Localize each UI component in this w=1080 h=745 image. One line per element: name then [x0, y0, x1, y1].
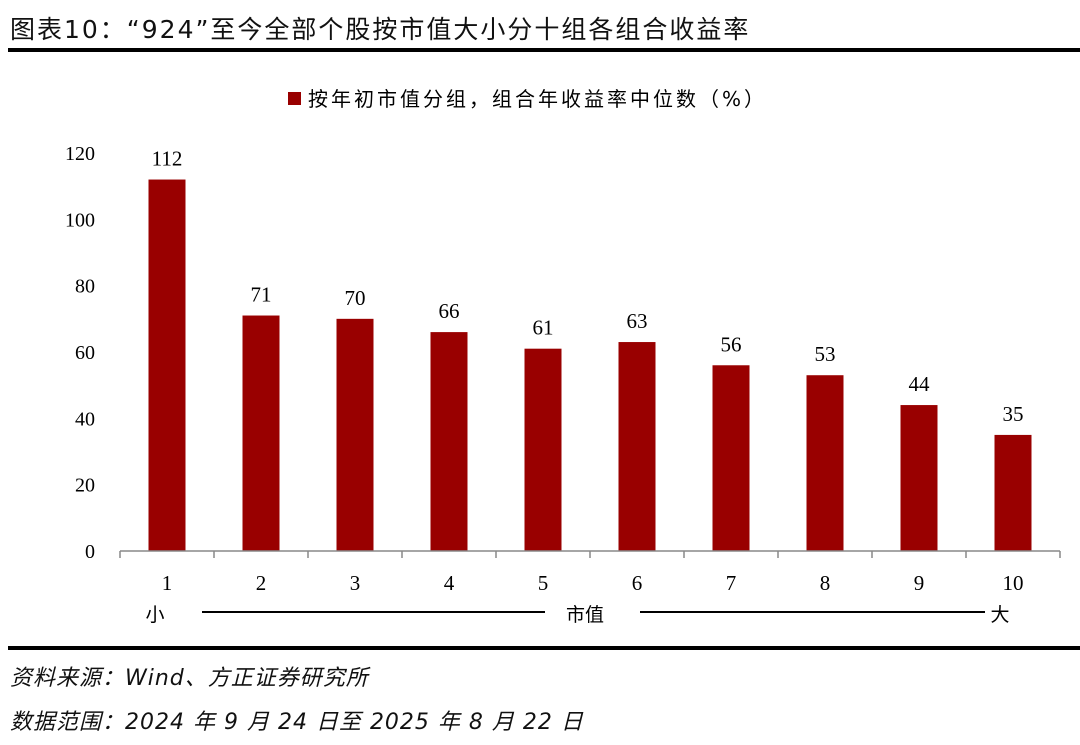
footer-rule — [8, 646, 1080, 650]
bar — [900, 405, 938, 551]
data-label: 112 — [152, 147, 183, 171]
x-tick-label: 10 — [1003, 571, 1024, 595]
market-cap-label: 市值 — [566, 604, 604, 626]
bar — [242, 315, 280, 551]
y-tick-label: 20 — [75, 475, 95, 497]
bar — [618, 342, 656, 551]
bar — [712, 365, 750, 551]
data-label: 35 — [1003, 402, 1024, 426]
x-tick-label: 8 — [820, 571, 831, 595]
x-tick-label: 1 — [162, 571, 173, 595]
x-tick-label: 5 — [538, 571, 549, 595]
date-range-note: 数据范围：2024 年 9 月 24 日至 2025 年 8 月 22 日 — [10, 710, 584, 735]
legend: 按年初市值分组，组合年收益率中位数（%） — [288, 87, 767, 111]
data-label: 63 — [627, 309, 648, 333]
x-tick-label: 7 — [726, 571, 737, 595]
data-label: 44 — [909, 372, 931, 396]
x-tick-label: 6 — [632, 571, 643, 595]
x-tick-label: 3 — [350, 571, 361, 595]
bar — [430, 332, 468, 551]
legend-swatch — [288, 92, 301, 105]
large-label: 大 — [990, 604, 1009, 626]
size-axis-caption: 小 市值 大 — [145, 604, 1009, 626]
x-tick-label: 4 — [444, 571, 455, 595]
legend-label: 按年初市值分组，组合年收益率中位数（%） — [308, 87, 767, 111]
bar — [336, 318, 374, 551]
small-label: 小 — [145, 604, 164, 626]
y-tick-label: 0 — [85, 541, 95, 563]
data-label: 71 — [251, 283, 272, 307]
source-note: 资料来源：Wind、方正证券研究所 — [10, 666, 369, 691]
x-tick-label: 2 — [256, 571, 267, 595]
data-label: 61 — [533, 316, 554, 340]
figure-title: 图表10：“924”至今全部个股按市值大小分十组各组合收益率 — [10, 15, 751, 44]
data-label: 66 — [439, 299, 460, 323]
y-tick-label: 40 — [75, 408, 95, 430]
bar — [148, 179, 186, 552]
y-tick-label: 100 — [65, 209, 95, 231]
bar — [994, 434, 1032, 551]
y-tick-label: 80 — [75, 276, 95, 298]
data-label: 70 — [345, 286, 366, 310]
bar — [806, 375, 844, 551]
y-tick-label: 120 — [65, 143, 95, 165]
title-rule — [8, 48, 1080, 52]
data-label: 53 — [815, 342, 836, 366]
bar — [524, 348, 562, 551]
data-label: 56 — [721, 332, 742, 356]
y-tick-label: 60 — [75, 342, 95, 364]
x-tick-label: 9 — [914, 571, 925, 595]
